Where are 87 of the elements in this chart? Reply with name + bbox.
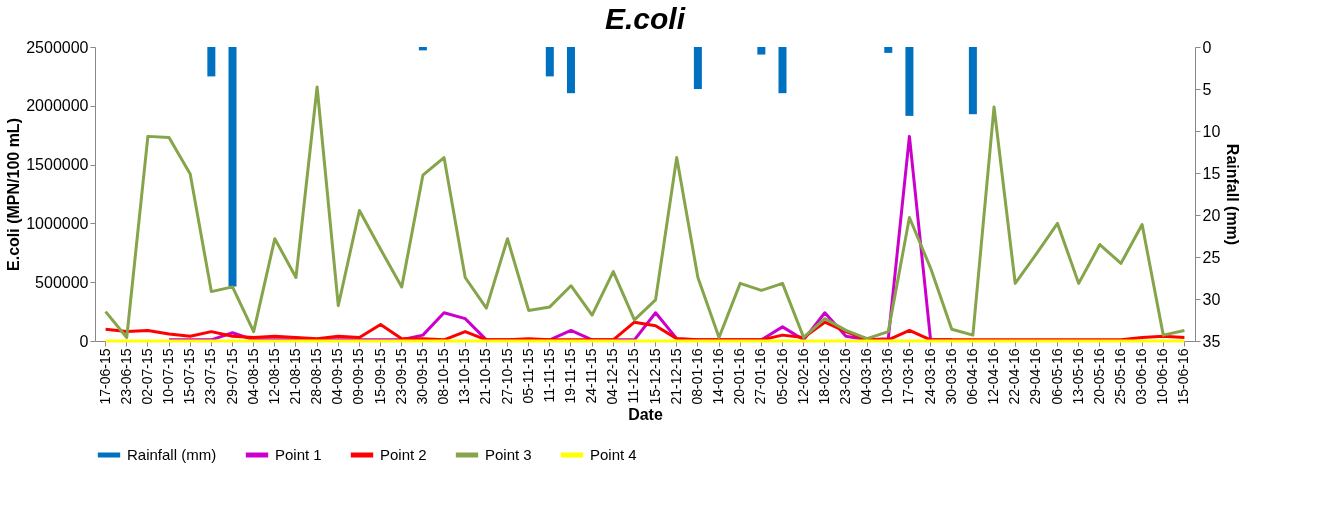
- y-tick-label: 0: [79, 332, 89, 350]
- x-tick-label: 04-08-15: [244, 348, 261, 405]
- x-tick-label: 27-01-16: [752, 348, 769, 405]
- legend-label: Point 1: [275, 446, 322, 463]
- y-tick-label: 1000000: [26, 214, 89, 232]
- y-tick-label: 1500000: [26, 156, 89, 174]
- x-tick-label: 06-05-16: [1048, 348, 1065, 405]
- y2-axis-title: Rainfall (mm): [1224, 143, 1242, 246]
- x-tick-label: 15-06-16: [1175, 348, 1192, 405]
- y2-tick-label: 25: [1202, 248, 1221, 266]
- x-tick-label: 29-04-16: [1027, 348, 1044, 405]
- line-series: [104, 320, 1186, 342]
- legend-label: Rainfall (mm): [127, 446, 217, 463]
- x-tick-label: 04-09-15: [329, 348, 346, 405]
- x-tick-label: 15-07-15: [181, 348, 198, 405]
- bar: [545, 47, 554, 77]
- y2-tick-label: 0: [1202, 38, 1212, 56]
- legend-label: Point 4: [590, 446, 637, 463]
- bar: [905, 47, 914, 116]
- x-tick-label: 04-12-15: [604, 348, 621, 405]
- y-tick-label: 2000000: [26, 97, 89, 115]
- x-tick-label: 10-03-16: [879, 348, 896, 405]
- x-tick-label: 21-08-15: [286, 348, 303, 405]
- x-tick-label: 29-07-15: [223, 348, 240, 405]
- x-tick-label: 24-11-15: [583, 348, 600, 404]
- line-series: [104, 85, 1186, 341]
- x-tick-label: 28-08-15: [308, 348, 325, 405]
- x-tick-label: 23-02-16: [836, 348, 853, 405]
- x-tick-label: 17-03-16: [900, 348, 917, 405]
- x-tick-label: 30-09-15: [413, 348, 430, 405]
- x-tick-label: 06-04-16: [963, 348, 980, 405]
- x-tick-label: 15-09-15: [371, 348, 388, 405]
- x-tick-label: 20-01-16: [731, 348, 748, 405]
- x-tick-label: 27-10-15: [498, 348, 515, 405]
- y2-tick-label: 35: [1202, 332, 1221, 350]
- x-tick-label: 20-05-16: [1090, 348, 1107, 405]
- x-tick-label: 13-10-15: [456, 348, 473, 405]
- x-tick-label: 09-09-15: [350, 348, 367, 405]
- bar: [693, 47, 702, 89]
- y2-tick-label: 15: [1202, 164, 1221, 182]
- y-axis-title: E.coli (MPN/100 mL): [5, 118, 23, 271]
- x-tick-label: 12-02-16: [794, 348, 811, 405]
- x-tick-label: 10-07-15: [160, 348, 177, 405]
- bar: [566, 47, 575, 94]
- x-tick-label: 08-10-15: [435, 348, 452, 405]
- x-tick-label: 23-06-15: [117, 348, 134, 405]
- x-tick-label: 24-03-16: [921, 348, 938, 405]
- x-tick-label: 23-07-15: [202, 348, 219, 405]
- x-tick-label: 12-04-16: [985, 348, 1002, 405]
- x-tick-label: 18-02-16: [815, 348, 832, 405]
- x-tick-label: 17-06-15: [96, 348, 113, 405]
- y2-tick-label: 20: [1202, 206, 1221, 224]
- x-tick-label: 19-11-15: [561, 348, 578, 404]
- bar: [968, 47, 977, 115]
- x-tick-label: 11-12-15: [625, 348, 642, 404]
- bar: [228, 47, 237, 287]
- bar: [884, 47, 893, 53]
- x-tick-label: 15-12-15: [646, 348, 663, 405]
- x-tick-label: 10-06-16: [1154, 348, 1171, 405]
- x-tick-label: 21-12-15: [667, 348, 684, 405]
- y2-tick-label: 30: [1202, 290, 1221, 308]
- legend-label: Point 2: [380, 446, 427, 463]
- x-tick-label: 12-08-15: [265, 348, 282, 405]
- x-tick-label: 23-09-15: [392, 348, 409, 405]
- x-tick-label: 21-10-15: [477, 348, 494, 405]
- x-tick-label: 05-02-16: [773, 348, 790, 405]
- x-tick-label: 25-05-16: [1111, 348, 1128, 405]
- bar: [207, 47, 216, 77]
- y-tick-label: 500000: [35, 273, 89, 291]
- x-tick-label: 30-03-16: [942, 348, 959, 405]
- y2-tick-label: 10: [1202, 122, 1221, 140]
- chart-title: E.coli: [604, 2, 686, 35]
- x-tick-label: 11-11-15: [540, 348, 557, 403]
- x-tick-label: 03-06-16: [1133, 348, 1150, 405]
- x-axis-title: Date: [628, 405, 663, 423]
- bar: [757, 47, 766, 55]
- y2-tick-label: 5: [1202, 80, 1212, 98]
- bar: [778, 47, 787, 94]
- x-tick-label: 05-11-15: [519, 348, 536, 404]
- x-tick-label: 14-01-16: [710, 348, 727, 405]
- x-tick-label: 08-01-16: [688, 348, 705, 405]
- x-tick-label: 02-07-15: [138, 348, 155, 405]
- legend-label: Point 3: [485, 446, 532, 463]
- x-tick-label: 22-04-16: [1006, 348, 1023, 405]
- x-tick-label: 04-03-16: [858, 348, 875, 405]
- y-tick-label: 2500000: [26, 38, 89, 56]
- x-tick-label: 13-05-16: [1069, 348, 1086, 405]
